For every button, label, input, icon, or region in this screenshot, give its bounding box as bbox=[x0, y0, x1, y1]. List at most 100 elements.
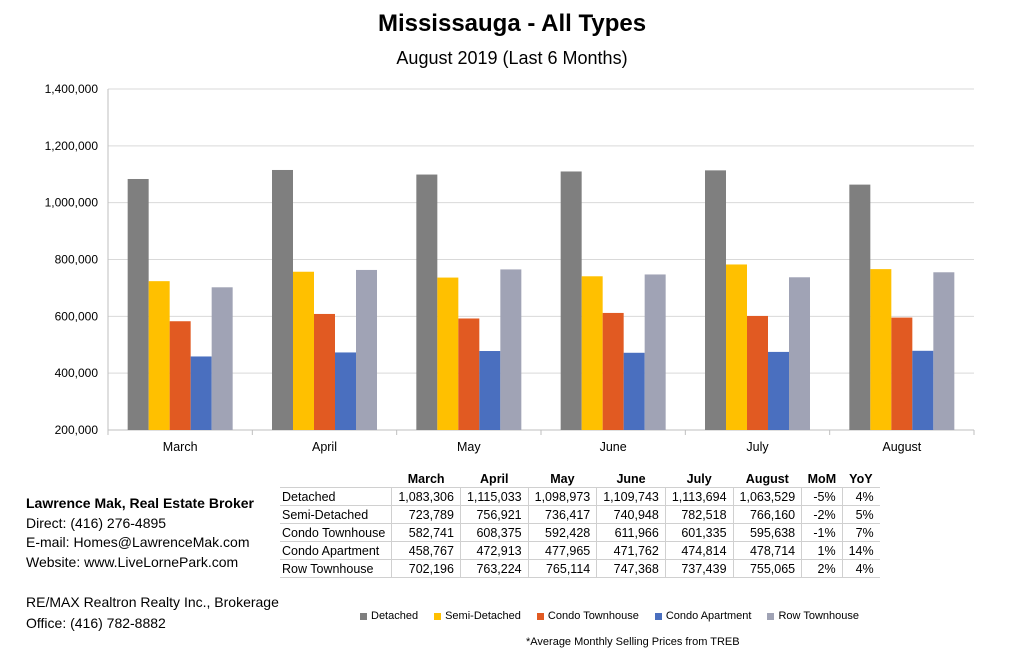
website: Website: www.LiveLornePark.com bbox=[26, 553, 239, 570]
legend-swatch bbox=[434, 612, 442, 620]
table-cell: -2% bbox=[801, 505, 843, 524]
table-cell: 7% bbox=[842, 523, 880, 542]
table-cell: 782,518 bbox=[665, 505, 734, 524]
table-cell: 740,948 bbox=[596, 505, 666, 524]
legend-label: Semi-Detached bbox=[445, 610, 521, 622]
bar-condo-apartment bbox=[335, 352, 356, 430]
legend-item: Detached bbox=[360, 610, 418, 622]
table-cell: 592,428 bbox=[528, 523, 598, 542]
bar-detached bbox=[416, 174, 438, 430]
bar-row-townhouse bbox=[356, 269, 377, 430]
bar-semi-detached bbox=[870, 269, 892, 430]
bar-semi-detached bbox=[726, 264, 747, 430]
bar-condo-townhouse bbox=[458, 318, 480, 430]
broker-name: Lawrence Mak, Real Estate Broker bbox=[26, 495, 254, 511]
legend-label: Row Townhouse bbox=[778, 610, 859, 622]
table-row-label: Row Townhouse bbox=[280, 559, 393, 578]
table-row: Detached 1,083,306 1,115,033 1,098,973 1,109… bbox=[280, 487, 880, 506]
brokerage-block: RE/MAX Realtron Realty Inc., Brokerage O… bbox=[26, 592, 279, 634]
table-row: Semi-Detached 723,789 756,921 736,417 740,94… bbox=[280, 505, 880, 524]
table-cell: -5% bbox=[801, 487, 843, 506]
table-header-cell: May bbox=[528, 470, 597, 488]
bar-condo-townhouse bbox=[891, 317, 913, 430]
price-table: March April May June July August MoM YoY Detach… bbox=[280, 470, 880, 578]
table-cell: 2% bbox=[801, 559, 843, 578]
table-body: Detached 1,083,306 1,115,033 1,098,973 1,109… bbox=[280, 487, 880, 578]
table-cell: 1,083,306 bbox=[391, 487, 461, 506]
bar-condo-townhouse bbox=[169, 321, 191, 430]
bar-row-townhouse bbox=[933, 272, 955, 430]
table-header-row: March April May June July August MoM YoY bbox=[280, 470, 880, 488]
table-header-cell: MoM bbox=[801, 470, 843, 488]
y-tick-label: 400,000 bbox=[55, 366, 99, 380]
table-cell: 4% bbox=[842, 487, 880, 506]
table-cell: 458,767 bbox=[391, 541, 461, 560]
bar-condo-townhouse bbox=[314, 313, 335, 430]
contact-block: Lawrence Mak, Real Estate Broker Direct:… bbox=[26, 494, 254, 572]
bar-condo-townhouse bbox=[747, 315, 768, 430]
office-phone: Office: (416) 782-8882 bbox=[26, 615, 166, 631]
table-cell: 611,966 bbox=[596, 523, 666, 542]
bar-condo-apartment bbox=[768, 351, 789, 430]
bar-row-townhouse bbox=[500, 269, 522, 430]
bar-semi-detached bbox=[148, 281, 170, 430]
table-cell: 702,196 bbox=[391, 559, 461, 578]
table-cell: -1% bbox=[801, 523, 843, 542]
y-tick-label: 1,400,000 bbox=[45, 82, 99, 96]
table-cell: 5% bbox=[842, 505, 880, 524]
table-cell: 14% bbox=[842, 541, 880, 560]
table-cell: 763,224 bbox=[460, 559, 529, 578]
y-tick-label: 600,000 bbox=[55, 309, 99, 323]
table-cell: 1,098,973 bbox=[528, 487, 598, 506]
x-tick-label: July bbox=[746, 440, 769, 454]
legend-item: Row Townhouse bbox=[767, 610, 859, 622]
bar-condo-apartment bbox=[912, 350, 934, 430]
table-cell: 601,335 bbox=[665, 523, 734, 542]
table-cell: 1,063,529 bbox=[733, 487, 803, 506]
table-cell: 582,741 bbox=[391, 523, 461, 542]
table-cell: 737,439 bbox=[665, 559, 734, 578]
table-cell: 736,417 bbox=[528, 505, 598, 524]
footnote: *Average Monthly Selling Prices from TRE… bbox=[526, 636, 740, 648]
bar-chart: 200,000 400,000 600,000 800,000 1,000,000 1,2… bbox=[45, 82, 975, 454]
table-cell: 608,375 bbox=[460, 523, 529, 542]
x-tick-label: August bbox=[882, 440, 921, 454]
x-tick-label: March bbox=[163, 440, 198, 454]
table-header-cell: March bbox=[391, 470, 461, 488]
legend-item: Condo Apartment bbox=[654, 610, 751, 622]
bar-condo-apartment bbox=[479, 351, 501, 430]
bar-row-townhouse bbox=[789, 277, 810, 430]
bar-row-townhouse bbox=[211, 287, 233, 430]
legend-swatch bbox=[360, 612, 367, 620]
table-row: Row Townhouse 702,196 763,224 765,114 747,36… bbox=[280, 559, 880, 578]
y-tick-label: 1,200,000 bbox=[45, 139, 99, 153]
table-cell: 1% bbox=[801, 541, 843, 560]
table-cell: 1,113,694 bbox=[665, 487, 734, 506]
bar-condo-apartment bbox=[190, 356, 212, 430]
legend-swatch bbox=[654, 612, 662, 620]
table-header-cell: YoY bbox=[842, 470, 880, 488]
x-tick-label: April bbox=[312, 440, 337, 454]
table-row-label: Condo Apartment bbox=[280, 541, 393, 560]
table-cell: 474,814 bbox=[665, 541, 734, 560]
chart-legend: Detached Semi-Detached Condo Townhouse Cond… bbox=[360, 610, 875, 622]
table-header-cell: April bbox=[460, 470, 529, 488]
email-address: E-mail: Homes@LawrenceMak.com bbox=[26, 534, 250, 550]
table-header-cell: June bbox=[596, 470, 666, 488]
y-tick-label: 200,000 bbox=[55, 423, 99, 437]
table-row-label: Detached bbox=[280, 487, 393, 506]
table-cell: 472,913 bbox=[460, 541, 529, 560]
bar-semi-detached bbox=[581, 276, 603, 430]
bar-row-townhouse bbox=[644, 274, 666, 430]
legend-label: Detached bbox=[371, 610, 419, 622]
table-cell: 1,115,033 bbox=[460, 487, 529, 506]
table-cell: 478,714 bbox=[733, 541, 803, 560]
bar-detached bbox=[127, 178, 149, 430]
legend-swatch bbox=[536, 612, 544, 620]
table-row-label: Semi-Detached bbox=[280, 505, 393, 524]
bar-detached bbox=[272, 169, 293, 430]
table-row-label: Condo Townhouse bbox=[280, 523, 393, 542]
bar-semi-detached bbox=[437, 277, 459, 430]
table-cell: 765,114 bbox=[528, 559, 598, 578]
direct-phone: Direct: (416) 276-4895 bbox=[26, 514, 167, 531]
